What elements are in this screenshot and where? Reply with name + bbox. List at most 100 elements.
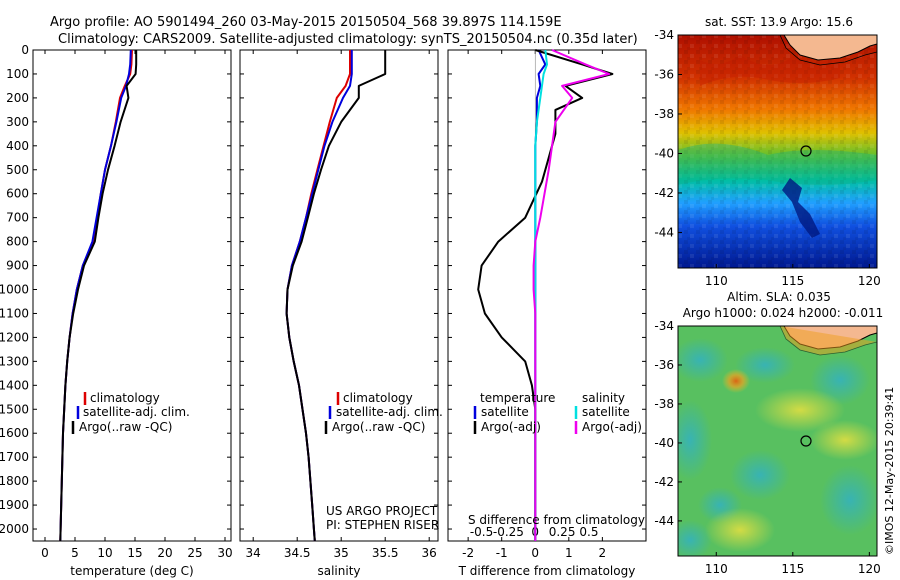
temperature-chart: 0100200300400500600700800900100011001200… — [0, 43, 233, 560]
legend-label-satellite-t: satellite — [481, 405, 529, 419]
sla-map-frame — [677, 325, 878, 557]
map-y-tick-label: -44 — [654, 514, 674, 528]
x-tick-label: 20 — [157, 546, 172, 560]
sst-map — [678, 35, 877, 268]
x-tick-label: 1 — [565, 546, 573, 560]
map-y-tick-label: -34 — [654, 28, 674, 42]
sla-high-3 — [705, 508, 775, 552]
map-y-tick-label: -38 — [654, 107, 674, 121]
sst-argo-marker — [800, 145, 812, 157]
header-line1: Argo profile: AO 5901494_260 03-May-2015… — [50, 15, 562, 30]
series-line-argo — [59, 50, 138, 542]
series-line-sat_salinity — [534, 49, 548, 541]
x-tick-label: -2 — [462, 546, 474, 560]
header-line2: Climatology: CARS2009. Satellite-adjuste… — [58, 32, 638, 47]
difference-top-xlabel: S difference from climatology — [468, 513, 645, 527]
project-annotation: US ARGO PROJECT — [326, 504, 438, 518]
sla-low-4 — [678, 400, 712, 480]
sla-low-5 — [730, 450, 790, 500]
sst-land — [783, 35, 877, 61]
series-line-argo — [285, 50, 387, 542]
x-tick-label: 36 — [422, 546, 437, 560]
series-line-argo_salinity — [532, 49, 611, 541]
y-tick-label: 1900 — [0, 498, 29, 512]
x-tick-label: -1 — [496, 546, 508, 560]
y-tick-label: 1700 — [0, 450, 29, 464]
legend-header-temperature: temperature — [480, 391, 555, 405]
sst-texture — [678, 35, 877, 268]
salinity-xlabel: salinity — [317, 564, 360, 578]
difference-chart: -2 -1 0 1 2-0.5 -0.25 0 0.25 0.5 — [448, 49, 646, 560]
difference-xlabel: T difference from climatology — [458, 564, 636, 578]
sst-cold-eddy — [782, 178, 820, 238]
map-y-tick-label: -36 — [654, 358, 674, 372]
sla-high-2 — [810, 420, 877, 460]
map-y-tick-label: -42 — [654, 475, 674, 489]
sla-low-8 — [820, 465, 877, 535]
sst-contour — [779, 35, 877, 66]
secondary-tick-label: 0.25 — [549, 525, 576, 539]
sst-map-axes: 110 115 120 -34 -36 -38 -40 -42 -44 — [654, 28, 880, 288]
legend-label-satellite: satellite-adj. clim. — [83, 405, 190, 419]
y-tick-label: 800 — [6, 235, 29, 249]
map-x-tick-label: 110 — [705, 274, 728, 288]
map-x-tick-label: 115 — [781, 562, 804, 576]
sla-map-axes: 110 115 120 -34 -36 -38 -40 -42 -44 — [654, 319, 880, 576]
y-tick-label: 1000 — [0, 283, 29, 297]
series-line-climatology — [59, 49, 133, 542]
map-x-tick-label: 120 — [858, 274, 881, 288]
x-tick-label: 35 — [334, 546, 349, 560]
secondary-tick-label: -0.5 — [470, 525, 493, 539]
legend-label-climatology: climatology — [90, 391, 160, 405]
salinity-panel-frame — [239, 49, 439, 542]
y-tick-label: 1300 — [0, 354, 29, 368]
map-x-tick-label: 120 — [858, 562, 881, 576]
y-tick-label: 500 — [6, 163, 29, 177]
sst-mid-band — [678, 143, 877, 185]
series-line-argo — [477, 49, 614, 541]
y-tick-label: 700 — [6, 211, 29, 225]
sla-map — [678, 326, 877, 556]
y-tick-label: 400 — [6, 139, 29, 153]
temperature-legend: climatology satellite-adj. clim. Argo(..… — [71, 391, 190, 434]
x-tick-label: 25 — [187, 546, 202, 560]
y-tick-label: 1200 — [0, 330, 29, 344]
sst-map-frame — [677, 34, 878, 269]
x-tick-label: 30 — [217, 546, 232, 560]
map-y-tick-label: -44 — [654, 225, 674, 239]
y-tick-label: 1400 — [0, 378, 29, 392]
legend-label-satellite-s: satellite — [582, 405, 630, 419]
legend-label-satellite: satellite-adj. clim. — [336, 405, 443, 419]
y-tick-label: 100 — [6, 67, 29, 81]
sla-orange-eddy — [722, 369, 750, 393]
map-y-tick-label: -40 — [654, 436, 674, 450]
legend-label-argo: Argo(..raw -QC) — [332, 420, 425, 434]
x-tick-label: 15 — [127, 546, 142, 560]
x-tick-label: 10 — [97, 546, 112, 560]
map-y-tick-label: -42 — [654, 186, 674, 200]
difference-panel-frame — [447, 49, 647, 542]
sst-map-title: sat. SST: 13.9 Argo: 15.6 — [705, 15, 853, 29]
x-tick-label: 35.5 — [372, 546, 399, 560]
legend-label-argo-s: Argo(-adj) — [582, 420, 642, 434]
y-tick-label: 300 — [6, 115, 29, 129]
salinity-chart: 34 34.5 35 35.5 36 — [240, 49, 438, 560]
sla-low-1 — [678, 338, 728, 382]
x-tick-label: 5 — [71, 546, 79, 560]
legend-header-salinity: salinity — [582, 391, 625, 405]
legend-label-argo: Argo(..raw -QC) — [79, 420, 172, 434]
map-y-tick-label: -40 — [654, 146, 674, 160]
y-tick-label: 1600 — [0, 426, 29, 440]
pi-annotation: PI: STEPHEN RISER — [326, 518, 439, 532]
x-tick-label: 34 — [246, 546, 261, 560]
sla-low-2 — [735, 347, 795, 383]
salinity-legend: climatology satellite-adj. clim. Argo(..… — [324, 391, 443, 434]
map-y-tick-label: -34 — [654, 319, 674, 333]
x-tick-label: 0 — [41, 546, 49, 560]
secondary-tick-label: -0.25 — [493, 525, 524, 539]
sla-low-7 — [678, 520, 712, 556]
legend-label-argo-t: Argo(-adj) — [481, 420, 541, 434]
map-y-tick-label: -36 — [654, 67, 674, 81]
sla-high-1 — [755, 388, 845, 432]
